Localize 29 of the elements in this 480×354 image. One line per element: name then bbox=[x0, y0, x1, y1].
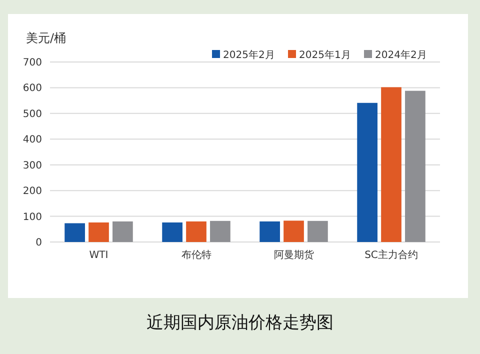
x-tick-label: SC主力合约 bbox=[364, 249, 418, 261]
bar bbox=[357, 102, 378, 242]
y-tick-label: 700 bbox=[22, 58, 42, 68]
bar bbox=[405, 90, 426, 242]
text: 近期国内原油价格走势图 bbox=[146, 313, 334, 333]
bar bbox=[308, 220, 328, 242]
bar bbox=[112, 221, 133, 242]
legend-label: 2025年1月 bbox=[299, 49, 351, 61]
bar bbox=[88, 222, 109, 242]
x-tick-label: 布伦特 bbox=[181, 249, 212, 261]
y-tick-label: 600 bbox=[22, 83, 42, 94]
legend-label: 2024年2月 bbox=[375, 49, 427, 61]
bar bbox=[64, 223, 85, 242]
y-tick-label: 500 bbox=[22, 108, 42, 120]
y-axis-title: 美元/桶 bbox=[26, 31, 66, 45]
x-tick-label: WTI bbox=[89, 250, 108, 261]
bar bbox=[284, 220, 304, 242]
bar bbox=[210, 220, 230, 242]
bar bbox=[162, 222, 182, 242]
y-tick-label: 0 bbox=[36, 238, 42, 248]
bar bbox=[260, 221, 280, 242]
y-tick-label: 400 bbox=[22, 134, 42, 146]
y-tick-label: 300 bbox=[22, 160, 42, 172]
bar bbox=[381, 87, 402, 242]
y-tick-label: 200 bbox=[22, 186, 42, 198]
x-tick-label: 阿曼期货 bbox=[274, 249, 314, 261]
legend-label: 2025年2月 bbox=[223, 49, 275, 61]
bar bbox=[186, 221, 206, 242]
y-tick-label: 100 bbox=[22, 212, 42, 223]
